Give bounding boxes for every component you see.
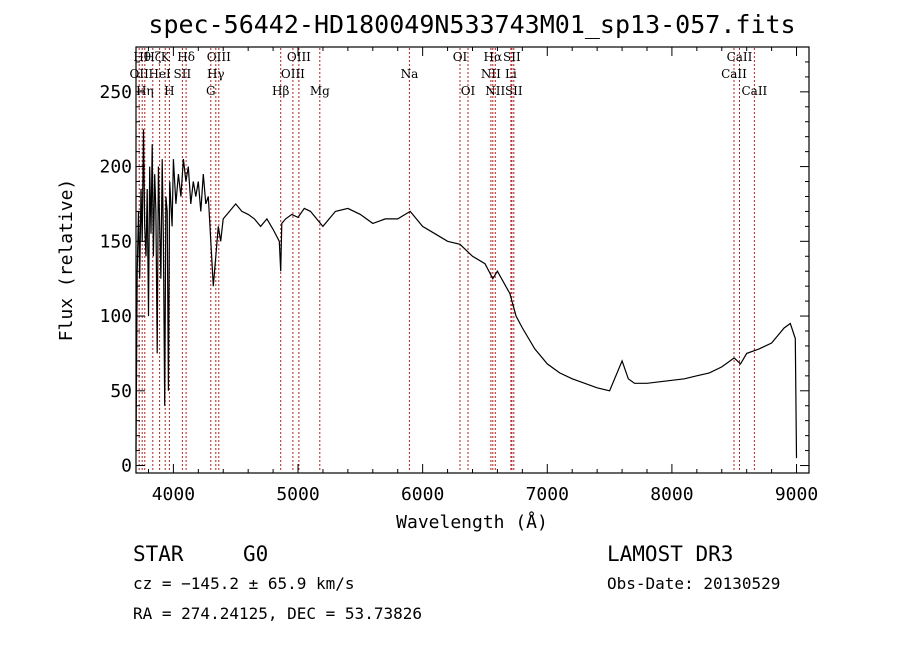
emission-line-label: CaII: [721, 67, 747, 81]
y-axis-title: Flux (relative): [56, 179, 77, 342]
emission-line-label: OIII: [207, 50, 231, 64]
emission-line-label: Hγ: [207, 67, 225, 81]
emission-line-label: SII: [503, 50, 521, 64]
emission-line-label: Mg: [310, 84, 330, 98]
object-subclass: G0: [243, 542, 268, 566]
emission-line-label: NII: [481, 67, 501, 81]
emission-line-label: Na: [401, 67, 419, 81]
spectrum-line: [135, 129, 798, 459]
emission-line-label: Hβ: [272, 84, 289, 98]
y-tick-label: 100: [99, 306, 132, 327]
emission-line-label: SII: [505, 84, 523, 98]
x-axis-title: Wavelength (Å): [396, 511, 548, 533]
emission-line-label: OI: [453, 50, 468, 64]
x-tick-label: 6000: [401, 484, 444, 505]
emission-line-label: OIII: [281, 67, 305, 81]
survey-name: LAMOST DR3: [607, 542, 733, 566]
y-axis-ticks: 0 50 100 150 200 250: [99, 61, 809, 477]
emission-line-labels: OIIHθHηHζHeIKHSIIHδGHγOIIIHβOIIIOIIIMgNa…: [130, 50, 768, 98]
observation-date: Obs-Date: 20130529: [607, 574, 780, 593]
y-tick-label: 0: [121, 456, 132, 477]
x-tick-label: 5000: [276, 484, 319, 505]
object-class: STAR: [133, 542, 184, 566]
y-tick-label: 250: [99, 82, 132, 103]
x-tick-label: 9000: [775, 484, 818, 505]
emission-line-label: NII: [485, 84, 505, 98]
y-tick-label: 50: [110, 381, 132, 402]
emission-line-label: G: [206, 84, 216, 98]
y-tick-label: 150: [99, 231, 132, 252]
emission-line-label: HeI: [148, 67, 171, 81]
y-tick-label: 200: [99, 157, 132, 178]
emission-line-label: OIII: [287, 50, 311, 64]
emission-line-label: CaII: [741, 84, 767, 98]
chart-title: spec-56442-HD180049N533743M01_sp13-057.f…: [148, 10, 795, 39]
emission-line-label: Li: [505, 67, 517, 81]
emission-line-label: Hδ: [177, 50, 195, 64]
emission-line-label: Hη: [136, 84, 154, 98]
emission-line-label: H: [164, 84, 174, 98]
emission-line-label: CaII: [727, 50, 753, 64]
redshift-cz: cz = −145.2 ± 65.9 km/s: [133, 574, 355, 593]
emission-line-label: SII: [174, 67, 192, 81]
x-tick-label: 4000: [152, 484, 195, 505]
emission-line-label: Hθ: [133, 50, 151, 64]
emission-line-label: K: [161, 50, 171, 64]
emission-line-label: Hζ: [144, 50, 161, 64]
emission-line-label: OII: [130, 67, 150, 81]
x-tick-label: 7000: [526, 484, 569, 505]
coordinates: RA = 274.24125, DEC = 53.73826: [133, 604, 422, 623]
emission-line-label: OI: [461, 84, 476, 98]
emission-line-label: Hα: [484, 50, 503, 64]
x-axis-ticks: 4000 5000 6000 7000 8000 9000: [147, 47, 818, 505]
x-tick-label: 8000: [650, 484, 693, 505]
